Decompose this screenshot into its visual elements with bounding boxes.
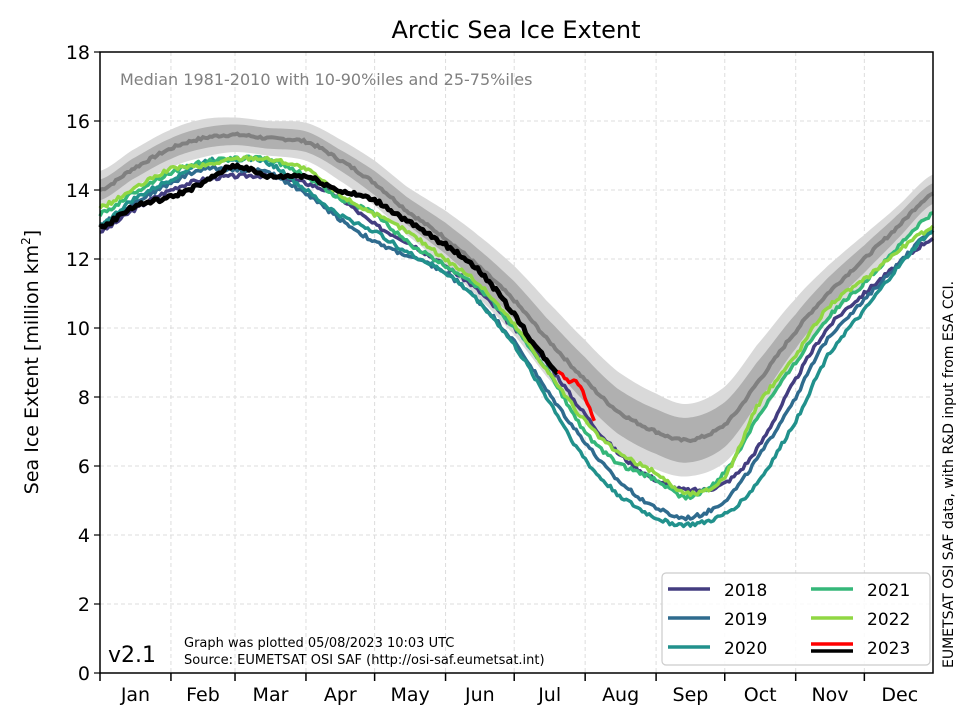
legend-label: 2019 — [724, 610, 767, 630]
y-tick-label: 14 — [66, 180, 90, 202]
plot-note-line2: Source: EUMETSAT OSI SAF (http://osi-saf… — [184, 653, 545, 668]
series-line-2023-recent — [556, 369, 596, 422]
legend-label: 2021 — [867, 581, 910, 601]
x-tick-label: Jul — [537, 684, 561, 706]
y-axis-label: Sea Ice Extent [million km2] — [19, 230, 43, 494]
plot-frame — [99, 51, 934, 674]
median-line — [99, 131, 934, 444]
y-tick-label: 10 — [66, 318, 90, 340]
side-credit: EUMETSAT OSI SAF data, with R&D input fr… — [941, 281, 957, 668]
x-tick-label: May — [390, 684, 429, 706]
series-line-2023 — [98, 162, 560, 376]
y-tick-label: 2 — [78, 594, 90, 616]
legend-label: 2023 — [867, 639, 910, 659]
chart-subtitle: Median 1981-2010 with 10-90%iles and 25-… — [120, 70, 532, 89]
x-tick-label: Jan — [120, 684, 150, 706]
legend-box — [661, 572, 931, 666]
x-tick-label: Apr — [324, 684, 357, 706]
x-tick-label: Aug — [602, 684, 639, 706]
y-tick-label: 12 — [66, 249, 90, 271]
band-25-75-percentile — [100, 124, 933, 463]
legend-label: 2018 — [724, 581, 767, 601]
series-line-2022 — [98, 155, 935, 497]
x-tick-label: Mar — [253, 684, 289, 706]
y-tick-label: 0 — [78, 663, 90, 685]
y-tick-label: 6 — [78, 456, 90, 478]
x-tick-label: Jun — [464, 684, 495, 706]
y-tick-label: 18 — [66, 42, 90, 64]
legend: 2018 2019 2020 2021 2022 2023 — [661, 572, 931, 666]
legend-label: 2022 — [867, 610, 910, 630]
y-tick-label: 16 — [66, 111, 90, 133]
x-tick-label: Feb — [186, 684, 220, 706]
chart-title: Arctic Sea Ice Extent — [391, 16, 640, 44]
x-tick-label: Dec — [881, 684, 918, 706]
x-tick-label: Sep — [673, 684, 709, 706]
plot-note-line1: Graph was plotted 05/08/2023 10:03 UTC — [184, 636, 454, 651]
legend-label: 2020 — [724, 639, 767, 659]
x-tick-label: Oct — [744, 684, 777, 706]
version-label: v2.1 — [108, 643, 156, 668]
y-tick-label: 8 — [78, 387, 90, 409]
y-tick-label: 4 — [78, 525, 90, 547]
x-tick-label: Nov — [811, 684, 848, 706]
